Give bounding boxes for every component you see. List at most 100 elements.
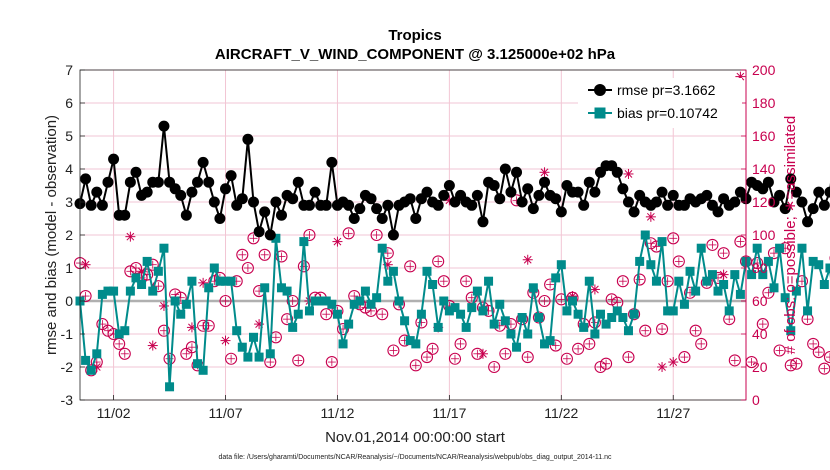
obs-possible-ring xyxy=(560,352,573,365)
bias-point xyxy=(461,322,471,332)
obs-assimilated-point xyxy=(477,348,488,359)
obs-possible-ring xyxy=(773,344,786,357)
rmse-point xyxy=(382,199,394,211)
bias-point xyxy=(797,243,807,253)
bias-point xyxy=(769,283,779,293)
bias-point xyxy=(534,313,544,322)
bias-point xyxy=(635,256,645,266)
rmse-point xyxy=(130,166,142,178)
bias-point xyxy=(316,296,326,306)
bias-point xyxy=(579,322,589,332)
obs-possible-point xyxy=(437,275,450,288)
rmse-point xyxy=(371,203,383,215)
obs-possible-ring xyxy=(448,352,462,365)
bias-point xyxy=(400,316,410,326)
rmse-point xyxy=(438,189,450,201)
rmse-point xyxy=(667,189,679,201)
obs-possible-ring xyxy=(152,280,165,293)
x-tick-label: 11/27 xyxy=(656,405,690,421)
y2-tick-label: 0 xyxy=(752,392,760,408)
bias-point xyxy=(439,296,449,306)
bias-point xyxy=(763,256,773,266)
rmse-point xyxy=(762,176,774,188)
bias-point xyxy=(640,230,650,240)
obs-possible-point xyxy=(202,319,215,332)
obs-assimilated-stroke xyxy=(148,341,157,350)
obs-possible-ring xyxy=(639,324,652,337)
obs-possible-ring xyxy=(728,354,741,367)
obs-possible-ring xyxy=(572,342,585,355)
bias-point xyxy=(131,273,141,283)
obs-possible-point xyxy=(247,232,260,245)
bias-point xyxy=(282,286,292,296)
obs-assimilated-point xyxy=(147,340,158,351)
bias-point xyxy=(629,309,639,319)
bias-point xyxy=(707,270,717,280)
bias-point xyxy=(618,313,628,322)
obs-possible-ring xyxy=(538,294,551,308)
bias-point xyxy=(791,286,801,296)
rmse-point xyxy=(186,186,198,198)
bias-point xyxy=(405,336,415,346)
obs-possible-point xyxy=(258,248,271,261)
rmse-point xyxy=(343,199,355,211)
rmse-point xyxy=(365,193,377,205)
obs-possible-ring xyxy=(404,260,417,273)
obs-possible-point xyxy=(639,324,652,337)
rmse-point xyxy=(242,133,254,145)
axis-ticks: -3 -2 -1 0 1 2 3 4 5 6 7 0 20 40 60 80 100 120 140 160 180 20… xyxy=(61,62,776,421)
bias-point xyxy=(484,276,494,286)
rmse-point xyxy=(96,199,108,211)
bias-point xyxy=(803,306,813,316)
y-axis-label: rmse and bias (model - observation) xyxy=(43,115,60,355)
rmse-point xyxy=(650,196,662,208)
bias-point xyxy=(97,289,107,299)
rmse-point xyxy=(85,199,97,211)
obs-possible-ring xyxy=(241,261,254,275)
bias-point xyxy=(825,263,830,273)
rmse-point xyxy=(326,156,338,168)
bias-point xyxy=(724,306,734,316)
rmse-point xyxy=(527,203,539,215)
obs-assimilated-point xyxy=(220,335,231,346)
bias-point xyxy=(327,299,337,309)
obs-possible-point xyxy=(661,275,674,288)
obs-possible-point xyxy=(225,352,238,365)
rmse-point xyxy=(656,186,668,198)
bias-point xyxy=(209,263,219,273)
obs-possible-point xyxy=(672,255,685,268)
obs-possible-ring xyxy=(622,351,635,364)
bias-point xyxy=(293,309,303,319)
rmse-point xyxy=(309,186,321,198)
x-tick-label: 11/07 xyxy=(209,405,243,421)
obs-possible-ring xyxy=(583,337,596,350)
rmse-point xyxy=(533,189,545,201)
obs-possible-ring xyxy=(376,308,389,321)
bias-point xyxy=(512,342,522,352)
rmse-point xyxy=(270,196,282,208)
rmse-point xyxy=(494,193,506,205)
obs-assimilated-point xyxy=(668,357,679,368)
bias-point xyxy=(204,283,214,293)
bias-point xyxy=(551,273,561,283)
bias-point xyxy=(500,316,510,326)
bias-point xyxy=(735,289,745,299)
rmse-point xyxy=(802,216,814,228)
rmse-point xyxy=(421,186,433,198)
bias-point xyxy=(663,306,673,316)
obs-possible-ring xyxy=(387,344,400,357)
rmse-point xyxy=(807,203,819,215)
bias-point xyxy=(338,339,348,349)
obs-possible-ring xyxy=(460,275,473,288)
bias-point xyxy=(92,349,102,359)
obs-possible-point xyxy=(152,280,165,293)
rmse-point xyxy=(192,176,204,188)
obs-possible-ring xyxy=(795,275,809,288)
rmse-point xyxy=(91,186,103,198)
bias-point xyxy=(372,293,382,303)
bias-point xyxy=(478,306,488,316)
obs-possible-point xyxy=(241,261,254,275)
obs-assimilated-stroke xyxy=(658,363,666,371)
bias-point xyxy=(416,309,426,319)
